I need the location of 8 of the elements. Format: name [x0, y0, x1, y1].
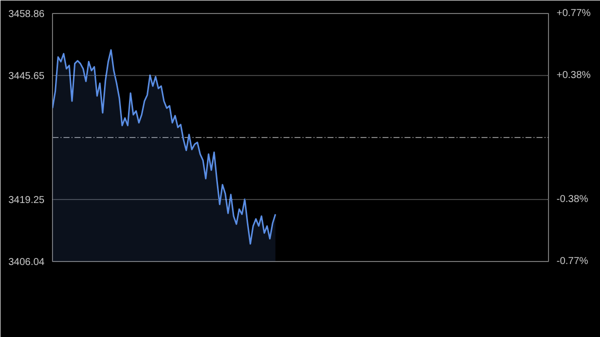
- y2-tick-label: +0.38%: [556, 70, 591, 82]
- y-tick-label: 3406.04: [8, 257, 45, 268]
- y-tick-label: 3419.25: [8, 194, 45, 206]
- y2-tick-label: +0.77%: [556, 8, 591, 19]
- y-tick-label: 3445.65: [8, 71, 45, 82]
- y2-tick-label: -0.38%: [556, 194, 588, 205]
- y2-tick-label: -0.77%: [556, 256, 588, 267]
- y-tick-label: 3458.86: [8, 9, 45, 20]
